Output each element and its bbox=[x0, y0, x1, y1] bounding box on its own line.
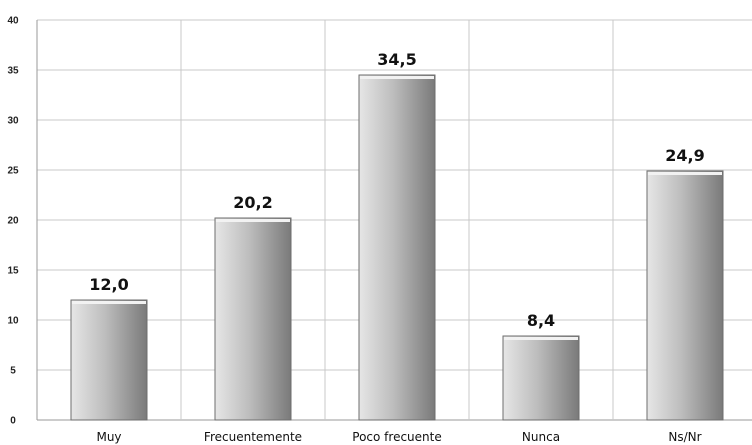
y-tick-label: 0 bbox=[10, 416, 16, 427]
category-label: Frecuentemente bbox=[204, 430, 302, 444]
category-label: Muy bbox=[96, 430, 121, 444]
bar-highlight bbox=[648, 172, 722, 175]
bar-highlight bbox=[72, 301, 146, 304]
bar-highlight bbox=[216, 219, 290, 222]
y-tick-label: 30 bbox=[7, 116, 19, 127]
data-label: 20,2 bbox=[233, 193, 272, 212]
y-tick-label: 10 bbox=[7, 316, 19, 327]
y-tick-label: 5 bbox=[10, 366, 16, 377]
y-tick-label: 40 bbox=[7, 16, 19, 27]
category-label: Poco frecuente bbox=[352, 430, 441, 444]
bar-highlight bbox=[504, 337, 578, 340]
data-label: 8,4 bbox=[527, 311, 555, 330]
bar bbox=[502, 335, 580, 421]
bar bbox=[646, 170, 724, 421]
data-label: 34,5 bbox=[377, 50, 416, 69]
bar bbox=[214, 217, 292, 421]
category-label: Nunca bbox=[522, 430, 560, 444]
bar bbox=[70, 299, 148, 421]
bar bbox=[358, 74, 436, 421]
data-label: 12,0 bbox=[89, 275, 128, 294]
y-tick-label: 25 bbox=[7, 166, 19, 177]
data-label: 24,9 bbox=[665, 146, 704, 165]
y-tick-label: 20 bbox=[7, 216, 19, 227]
labels: 0 5 10 15 20 25 30 35 40 12,0 Muy 20,2 Frecuentement… bbox=[7, 16, 704, 445]
bar-highlight bbox=[360, 76, 434, 79]
y-tick-label: 15 bbox=[7, 266, 19, 277]
bars bbox=[70, 74, 724, 421]
y-tick-label: 35 bbox=[7, 66, 19, 77]
category-label: Ns/Nr bbox=[668, 430, 701, 444]
